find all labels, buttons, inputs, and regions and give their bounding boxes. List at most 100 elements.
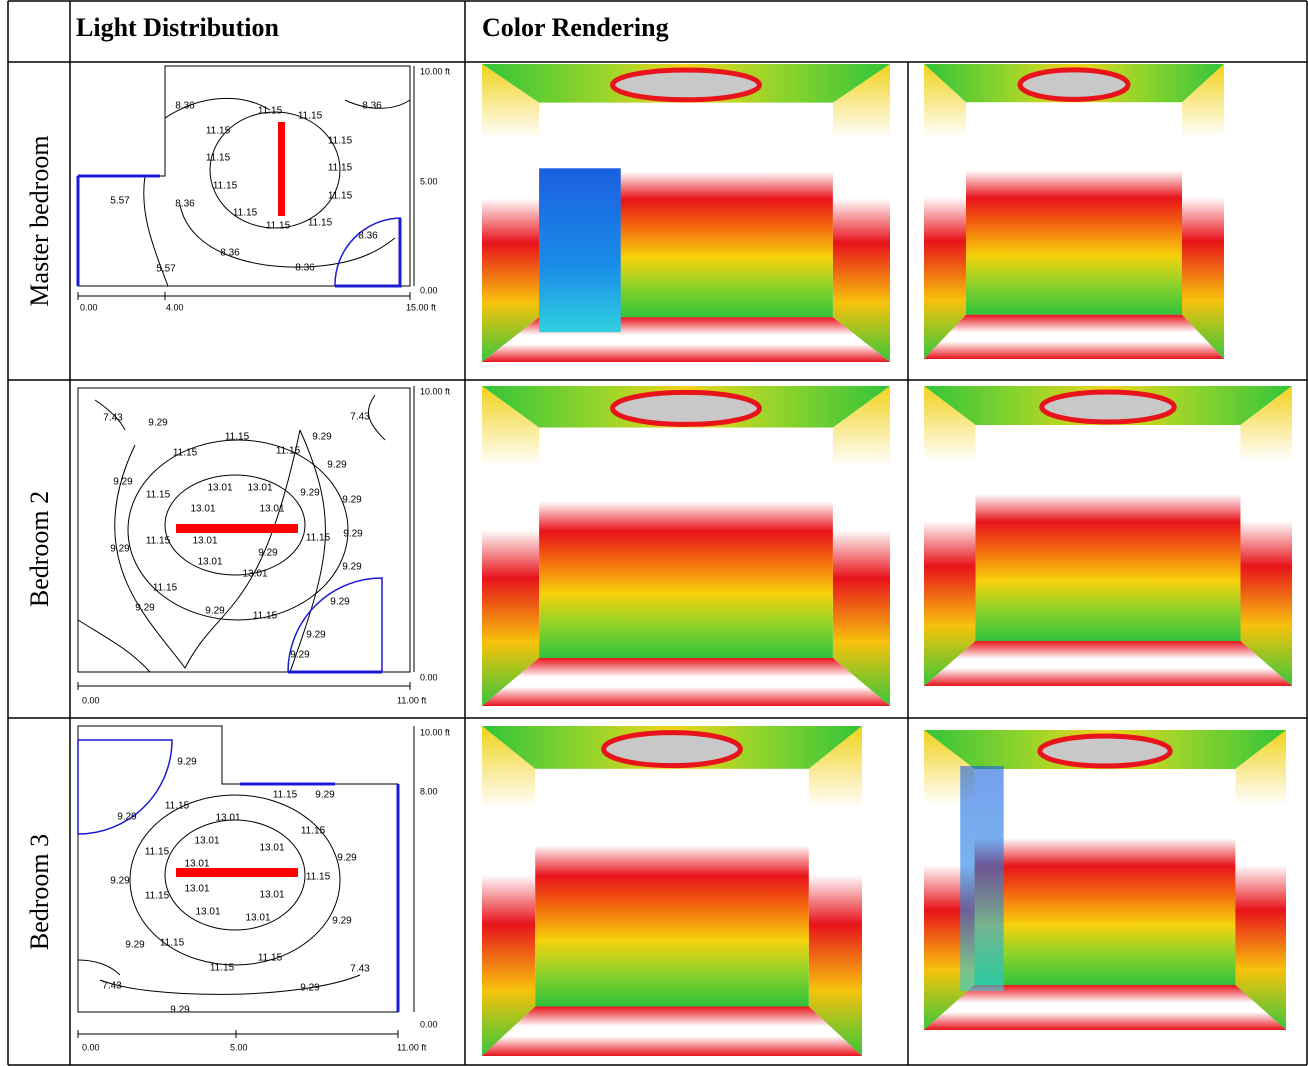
contour-label: 11.15 (308, 218, 333, 229)
right-wall (1235, 730, 1286, 1030)
contour-label: 5.57 (156, 264, 176, 275)
contour-label: 8.36 (358, 231, 378, 242)
contour-label: 9.29 (342, 495, 362, 506)
contour-label: 9.29 (170, 1005, 190, 1016)
contour-label: 11.15 (253, 611, 278, 622)
contour-label: 9.29 (177, 757, 197, 768)
contour-label: 11.15 (328, 191, 353, 202)
left-wall (482, 386, 540, 706)
axis-label: 4.00 (166, 302, 184, 312)
contour-label: 13.01 (207, 483, 232, 494)
row-label: Master bedroom (25, 135, 54, 306)
contour-label: 9.29 (258, 548, 278, 559)
left-wall (482, 64, 540, 362)
contour-label: 8.36 (295, 263, 315, 274)
contour-label: 11.15 (146, 536, 171, 547)
contour-label: 11.15 (145, 891, 170, 902)
pillar (960, 766, 1004, 991)
contour-label: 13.01 (259, 843, 284, 854)
contour-label: 9.29 (330, 597, 350, 608)
contour-label: 11.15 (213, 181, 238, 192)
floor (924, 314, 1224, 359)
contour-label: 13.01 (215, 813, 240, 824)
contour-label: 7.43 (350, 412, 370, 423)
contour-label: 11.15 (306, 872, 331, 883)
axis-label: 10.00 ft (420, 66, 451, 76)
axis-label: 5.00 (230, 1042, 248, 1052)
contour-label: 5.57 (110, 196, 130, 207)
back-wall (975, 425, 1241, 641)
contour-label: 9.29 (343, 529, 363, 540)
contour-label: 9.29 (113, 477, 133, 488)
ceiling-light (601, 730, 743, 769)
back-wall (966, 102, 1182, 315)
contour-label: 11.15 (233, 208, 258, 219)
axis-label: 0.00 (82, 695, 100, 705)
axis-label: 11.00 ft (397, 1042, 427, 1052)
contour-label: 7.43 (102, 981, 122, 992)
ceiling-light (1039, 389, 1177, 425)
contour-label: 9.29 (290, 650, 310, 661)
floor (482, 1006, 862, 1056)
contour-label: 13.01 (184, 884, 209, 895)
contour-label: 9.29 (117, 812, 137, 823)
floor (924, 641, 1292, 686)
contour-label: 13.01 (259, 890, 284, 901)
contour-label: 11.15 (328, 163, 353, 174)
contour-label: 9.29 (306, 630, 326, 641)
color-renderings (482, 64, 1292, 1056)
header: Light Distribution (76, 13, 280, 42)
contour-label: 9.29 (135, 603, 155, 614)
contour-label: 8.36 (220, 248, 240, 259)
back-wall (974, 769, 1236, 985)
contour-label: 9.29 (315, 790, 335, 801)
contour-label: 11.15 (298, 111, 323, 122)
contour-label: 9.29 (332, 916, 352, 927)
contour-label: 9.29 (337, 853, 357, 864)
left-wall (924, 64, 966, 359)
floor (924, 985, 1286, 1030)
right-wall (832, 386, 890, 706)
contour-label: 13.01 (247, 483, 272, 494)
axis-label: 0.00 (82, 1042, 100, 1052)
grid-lines (7, 0, 1308, 1066)
contour-label: 13.01 (245, 913, 270, 924)
contour-label: 11.15 (153, 583, 178, 594)
contour-label: 11.15 (165, 801, 190, 812)
contour-label: 11.15 (266, 221, 291, 232)
ceiling-light (1017, 67, 1131, 102)
contour-label: 9.29 (125, 940, 145, 951)
back-wall (539, 427, 833, 658)
contour-label: 11.15 (273, 790, 298, 801)
contour-label: 13.01 (194, 836, 219, 847)
contour-label: 11.15 (258, 106, 283, 117)
left-wall (924, 386, 976, 686)
back-wall (535, 768, 809, 1007)
right-wall (808, 726, 862, 1056)
contour-label: 11.15 (160, 938, 185, 949)
contour-label: 11.15 (206, 153, 231, 164)
contour-label: 8.36 (175, 101, 195, 112)
contour-label: 11.15 (145, 847, 170, 858)
contour-label: 7.43 (103, 413, 123, 424)
ceiling-light (610, 67, 762, 103)
contour-label: 11.15 (301, 826, 326, 837)
left-wall (482, 726, 536, 1056)
contour-label: 13.01 (192, 536, 217, 547)
contour-label: 9.29 (148, 418, 168, 429)
ceiling-light (610, 389, 762, 427)
contour-label: 9.29 (300, 983, 320, 994)
contour-label: 11.15 (206, 126, 231, 137)
contour-label: 13.01 (190, 504, 215, 515)
axis-label: 0.00 (80, 302, 98, 312)
contour-label: 11.15 (210, 963, 235, 974)
contour-label: 9.29 (110, 876, 130, 887)
row-label: Bedroom 2 (25, 491, 54, 607)
doors (76, 174, 402, 1012)
contour-label: 11.15 (225, 432, 250, 443)
contour-label: 8.36 (175, 199, 195, 210)
right-wall (1240, 386, 1292, 686)
axis-label: 10.00 ft (420, 386, 451, 396)
